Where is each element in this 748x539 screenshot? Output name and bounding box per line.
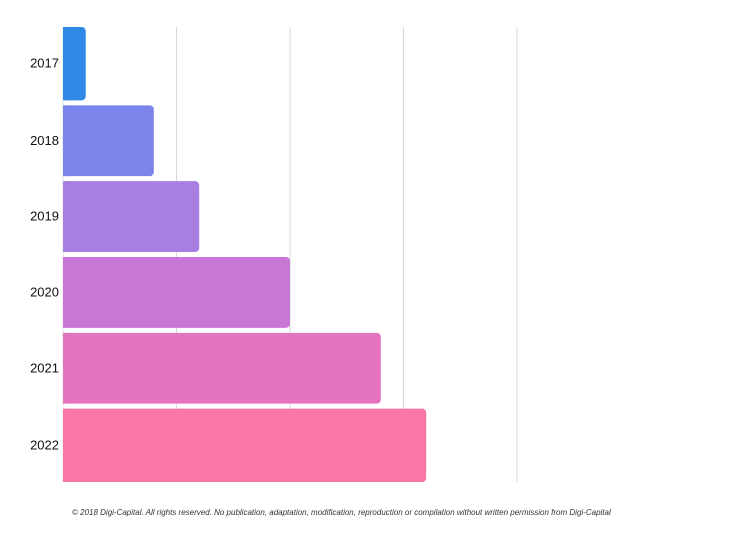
bar-2018-edge [63, 105, 69, 177]
bar-2017-edge [63, 27, 69, 101]
bar-2021-edge [63, 332, 69, 404]
bar-2022-edge [63, 408, 69, 482]
category-label-2021: 2021 [30, 360, 59, 375]
category-label-2019: 2019 [30, 209, 59, 224]
bar-2019-edge [63, 181, 69, 252]
bar-2020-edge [63, 257, 69, 328]
bar-2018 [63, 105, 154, 177]
category-label-2017: 2017 [30, 56, 59, 71]
category-label-2018: 2018 [30, 133, 59, 148]
gridlines [62, 27, 518, 482]
category-labels: 2017 2018 2019 2020 2021 2022 [30, 56, 59, 453]
category-label-2022: 2022 [30, 437, 59, 452]
bar-2020 [63, 257, 290, 328]
category-label-2020: 2020 [30, 284, 59, 299]
copyright-footer: © 2018 Digi-Capital. All rights reserved… [72, 508, 611, 517]
bar-2022 [63, 408, 427, 482]
bar-2019 [63, 181, 200, 252]
bars [63, 27, 427, 482]
bar-2021 [63, 332, 381, 404]
